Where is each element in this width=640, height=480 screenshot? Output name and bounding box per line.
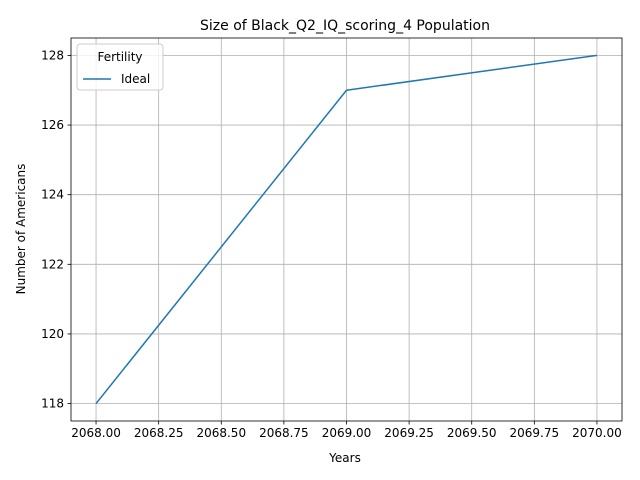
chart-title: Size of Black_Q2_IQ_scoring_4 Population	[200, 18, 490, 34]
x-tick-label: 2068.50	[196, 426, 246, 440]
y-tick-label: 128	[41, 48, 64, 62]
y-tick-label: 124	[41, 188, 64, 202]
x-tick-label: 2069.75	[510, 426, 560, 440]
legend-title: Fertility	[97, 50, 142, 64]
legend-label-ideal: Ideal	[121, 72, 150, 86]
y-axis-label: Number of Americans	[14, 164, 28, 295]
y-tick-label: 118	[41, 397, 64, 411]
x-tick-label: 2070.00	[572, 426, 622, 440]
y-tick-label: 122	[41, 257, 64, 271]
x-tick-label: 2068.25	[134, 426, 184, 440]
x-axis-label: Years	[328, 451, 361, 465]
y-tick-label: 120	[41, 327, 64, 341]
x-tick-label: 2069.00	[322, 426, 372, 440]
legend: Fertility Ideal	[77, 44, 163, 90]
x-tick-label: 2068.00	[71, 426, 121, 440]
y-tick-label: 126	[41, 118, 64, 132]
x-tick-label: 2069.50	[447, 426, 497, 440]
x-tick-label: 2069.25	[384, 426, 434, 440]
x-tick-label: 2068.75	[259, 426, 309, 440]
